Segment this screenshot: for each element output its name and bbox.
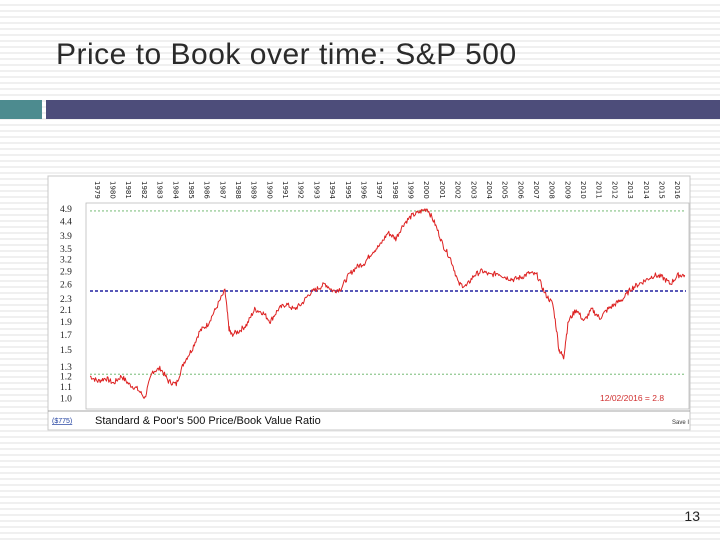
year-tick-label: 2016 <box>673 181 681 199</box>
year-tick-label: 2005 <box>501 181 509 199</box>
title-accent-bar-right <box>46 100 720 119</box>
year-tick-label: 1996 <box>359 181 367 199</box>
y-tick-label: 3.2 <box>60 256 72 266</box>
year-tick-label: 1986 <box>203 181 211 199</box>
page-number: 13 <box>684 508 700 524</box>
title-accent-bar-left <box>0 100 42 119</box>
year-tick-label: 1995 <box>344 181 352 199</box>
year-tick-label: 1991 <box>281 181 289 199</box>
year-tick-label: 1998 <box>391 181 399 199</box>
year-tick-label: 1987 <box>218 181 226 199</box>
current-value-annotation: 12/02/2016 = 2.8 <box>600 393 664 403</box>
save-link[interactable]: Save I <box>672 420 689 426</box>
y-tick-label: 1.2 <box>60 373 72 383</box>
y-tick-label: 2.6 <box>60 281 72 291</box>
y-tick-label: 1.9 <box>60 318 72 328</box>
year-tick-label: 2001 <box>438 181 446 199</box>
year-tick-label: 2002 <box>454 181 462 199</box>
year-tick-label: 1981 <box>124 181 132 199</box>
slide-title: Price to Book over time: S&P 500 <box>56 38 517 71</box>
y-tick-label: 1.0 <box>60 394 72 404</box>
year-tick-label: 2006 <box>516 181 524 199</box>
y-tick-label: 1.7 <box>60 331 72 341</box>
series-layer <box>89 208 686 399</box>
y-tick-label: 2.1 <box>60 306 72 316</box>
reference-lines <box>90 210 686 375</box>
year-tick-label: 2012 <box>610 181 618 199</box>
y-tick-label: 1.5 <box>60 346 72 356</box>
year-tick-label: 2009 <box>563 181 571 199</box>
year-tick-label: 2004 <box>485 181 493 199</box>
y-tick-label: 1.3 <box>60 363 72 373</box>
year-tick-label: 2011 <box>595 181 603 199</box>
year-tick-label: 1979 <box>93 181 101 199</box>
year-tick-label: 2000 <box>422 181 430 199</box>
y-tick-label: 4.9 <box>60 205 72 215</box>
chart-panel-background <box>47 175 691 431</box>
y-tick-label: 2.9 <box>60 267 72 277</box>
year-tick-label: 1989 <box>250 181 258 199</box>
y-tick-label: 3.9 <box>60 232 72 242</box>
year-tick-label: 2003 <box>469 181 477 199</box>
year-tick-label: 1993 <box>312 181 320 199</box>
year-tick-label: 1990 <box>265 181 273 199</box>
year-tick-label: 1997 <box>375 181 383 199</box>
y-tick-label: 4.4 <box>60 218 72 228</box>
plot-area-frame <box>85 202 690 410</box>
year-tick-label: 1999 <box>407 181 415 199</box>
year-tick-label: 2010 <box>579 181 587 199</box>
y-tick-label: 1.1 <box>60 383 72 393</box>
year-tick-label: 1988 <box>234 181 242 199</box>
chart-title: Standard & Poor's 500 Price/Book Value R… <box>95 415 321 427</box>
year-tick-label: 1985 <box>187 181 195 199</box>
year-tick-label: 1992 <box>297 181 305 199</box>
y-axis: 1.01.11.21.3 1.5 1.7 1.9 2.12.3 2.6 2.93.23.5 3… <box>60 205 72 405</box>
y-tick-label: 2.3 <box>60 295 72 305</box>
year-tick-label: 1984 <box>171 181 179 199</box>
year-tick-label: 1983 <box>156 181 164 199</box>
year-tick-label: 1980 <box>109 181 117 199</box>
year-tick-label: 1982 <box>140 181 148 199</box>
year-tick-label: 1994 <box>328 181 336 199</box>
chart-symbol-link[interactable]: ($775) <box>52 418 72 425</box>
year-axis: 1979 1980 1981 1982 1983 1984 1985 1986 1987 1988… <box>93 181 681 199</box>
year-tick-label: 2008 <box>548 181 556 199</box>
y-tick-label: 3.5 <box>60 245 72 255</box>
year-tick-label: 2007 <box>532 181 540 199</box>
year-tick-label: 2014 <box>642 181 650 199</box>
year-tick-label: 2013 <box>626 181 634 199</box>
series-line <box>89 208 686 399</box>
year-tick-label: 2015 <box>657 181 665 199</box>
